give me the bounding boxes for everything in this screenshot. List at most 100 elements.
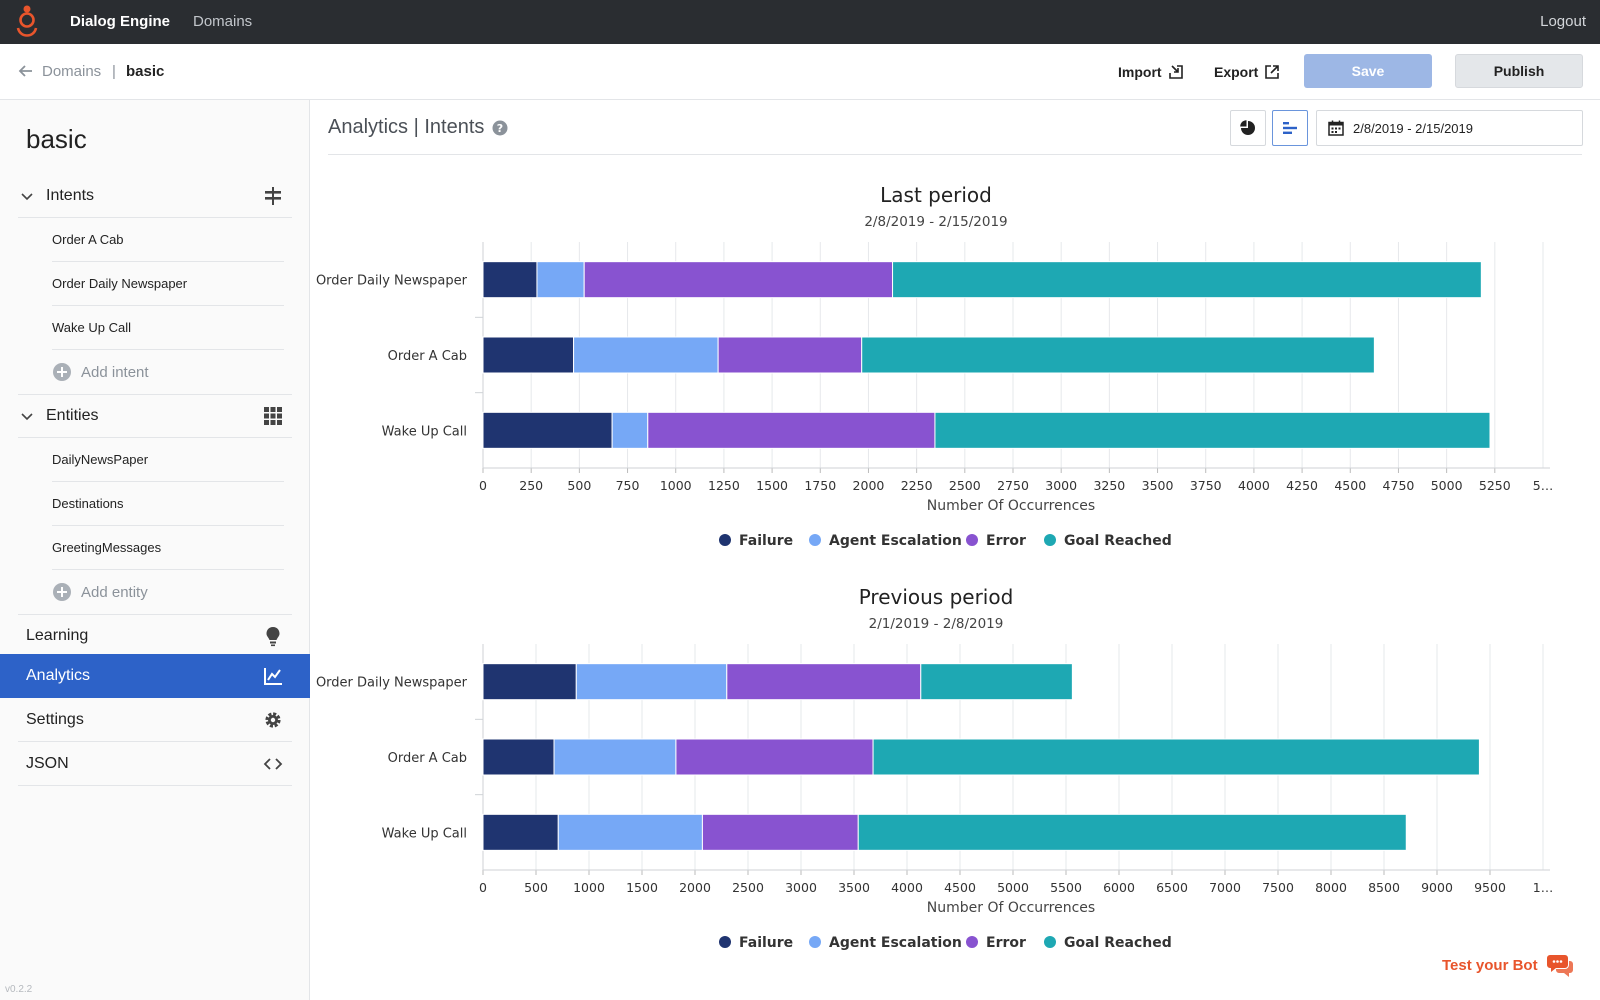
date-range-value: 2/8/2019 - 2/15/2019 xyxy=(1353,120,1473,136)
help-icon[interactable]: ? xyxy=(492,120,508,136)
x-axis-label: Number Of Occurrences xyxy=(927,900,1095,916)
sidebar-domain-title: basic xyxy=(26,124,87,154)
import-label: Import xyxy=(1118,64,1162,80)
bar-failure xyxy=(482,813,559,851)
x-tick-label: 3500 xyxy=(1142,478,1174,493)
date-range-picker[interactable]: 2/8/2019 - 2/15/2019 xyxy=(1316,110,1583,146)
add-entity-button[interactable]: Add entity xyxy=(52,570,284,614)
back-arrow-icon[interactable] xyxy=(18,63,34,79)
svg-text:?: ? xyxy=(497,122,503,135)
bar-error xyxy=(717,336,863,374)
top-bar: Dialog Engine Domains Logout xyxy=(0,0,1600,44)
sidebar-section-entities[interactable]: Entities xyxy=(18,394,292,438)
x-tick-label: 1500 xyxy=(626,880,658,895)
x-tick-label: 4500 xyxy=(1334,478,1366,493)
x-tick-label: 1250 xyxy=(708,478,740,493)
chart-title: Previous period xyxy=(859,585,1014,609)
analytics-label: Analytics xyxy=(26,667,91,684)
legend-label: Error xyxy=(986,935,1026,951)
save-button[interactable]: Save xyxy=(1304,54,1432,88)
legend-label: Agent Escalation xyxy=(829,935,962,951)
code-icon xyxy=(263,757,283,770)
sidebar-intent-item[interactable]: Order A Cab xyxy=(52,218,284,262)
entities-label: Entities xyxy=(46,407,99,424)
x-tick-label: 2000 xyxy=(853,478,885,493)
sidebar-entity-item[interactable]: Destinations xyxy=(52,482,284,526)
legend-marker-error xyxy=(966,936,978,948)
pie-view-button[interactable] xyxy=(1230,110,1266,146)
x-tick-label: 4500 xyxy=(944,880,976,895)
add-intent-button[interactable]: Add intent xyxy=(52,350,284,394)
chart-subtitle: 2/1/2019 - 2/8/2019 xyxy=(869,616,1004,632)
x-tick-label: 3250 xyxy=(1093,478,1125,493)
genesys-logo-icon[interactable] xyxy=(14,4,40,40)
grid-icon[interactable] xyxy=(262,405,284,427)
sidebar-item-analytics[interactable]: Analytics xyxy=(0,654,310,698)
sidebar-item-settings[interactable]: Settings xyxy=(18,698,292,742)
nav-domains-link[interactable]: Domains xyxy=(193,13,253,30)
sidebar-entity-item[interactable]: DailyNewsPaper xyxy=(52,438,284,482)
import-icon xyxy=(1168,65,1183,79)
x-tick-label: 7000 xyxy=(1209,880,1241,895)
legend-marker-error xyxy=(966,534,978,546)
title-divider xyxy=(328,154,1582,155)
bar-agent-escalation xyxy=(611,411,649,449)
bar-goal-reached xyxy=(934,411,1491,449)
bar-goal-reached xyxy=(861,336,1375,374)
export-label: Export xyxy=(1214,64,1259,80)
bar-goal-reached xyxy=(857,813,1407,851)
x-tick-label: 1000 xyxy=(660,478,692,493)
chart-title: Last period xyxy=(880,183,992,207)
bar-failure xyxy=(482,261,538,299)
x-tick-label: 8500 xyxy=(1368,880,1400,895)
bar-agent-escalation xyxy=(573,336,719,374)
x-tick-label: 5000 xyxy=(997,880,1029,895)
sidebar: basic Intents Order A Cab Order Daily Ne… xyxy=(0,100,310,1000)
y-category-label: Wake Up Call xyxy=(382,424,467,439)
x-tick-label: 0 xyxy=(479,880,487,895)
signpost-icon[interactable] xyxy=(262,185,284,207)
export-button[interactable]: Export xyxy=(1214,64,1280,80)
bar-error xyxy=(701,813,859,851)
sidebar-section-intents[interactable]: Intents xyxy=(18,174,292,218)
y-category-label: Wake Up Call xyxy=(382,826,467,841)
y-category-label: Order A Cab xyxy=(388,751,467,766)
legend-marker-goal-reached xyxy=(1044,534,1056,546)
legend-marker-goal-reached xyxy=(1044,936,1056,948)
learning-label: Learning xyxy=(26,627,89,644)
x-tick-label: 5250 xyxy=(1479,478,1511,493)
bar-error xyxy=(675,738,874,776)
legend-label: Goal Reached xyxy=(1064,935,1172,951)
bar-failure xyxy=(482,738,555,776)
x-tick-label: 4000 xyxy=(1238,478,1270,493)
x-tick-label: 5500 xyxy=(1050,880,1082,895)
app-title[interactable]: Dialog Engine xyxy=(70,13,171,30)
logout-link[interactable]: Logout xyxy=(1540,13,1586,30)
bar-goal-reached xyxy=(920,663,1073,701)
chart-subtitle: 2/8/2019 - 2/15/2019 xyxy=(864,214,1007,230)
bar-goal-reached xyxy=(892,261,1482,299)
bar-view-button[interactable] xyxy=(1272,110,1308,146)
test-your-bot-button[interactable]: Test your Bot xyxy=(1442,952,1574,978)
legend-label: Agent Escalation xyxy=(829,533,962,549)
sidebar-entity-item[interactable]: GreetingMessages xyxy=(52,526,284,570)
publish-button[interactable]: Publish xyxy=(1455,54,1583,88)
import-button[interactable]: Import xyxy=(1118,64,1184,80)
x-tick-label: 1… xyxy=(1533,880,1553,895)
sidebar-item-json[interactable]: JSON xyxy=(18,742,292,786)
x-tick-label: 250 xyxy=(519,478,543,493)
legend-marker-agent-escalation xyxy=(809,936,821,948)
sidebar-intent-item[interactable]: Order Daily Newspaper xyxy=(52,262,284,306)
x-tick-label: 3000 xyxy=(785,880,817,895)
json-label: JSON xyxy=(26,754,69,772)
y-category-label: Order Daily Newspaper xyxy=(316,676,468,691)
sidebar-item-learning[interactable]: Learning xyxy=(18,614,292,658)
chevron-down-icon xyxy=(21,413,33,421)
x-tick-label: 3750 xyxy=(1190,478,1222,493)
chat-bubbles-icon xyxy=(1546,955,1573,977)
sidebar-intent-item[interactable]: Wake Up Call xyxy=(52,306,284,350)
x-tick-label: 6500 xyxy=(1156,880,1188,895)
chevron-down-icon xyxy=(21,192,33,200)
breadcrumb-domains[interactable]: Domains xyxy=(42,63,102,80)
bar-failure xyxy=(482,336,575,374)
